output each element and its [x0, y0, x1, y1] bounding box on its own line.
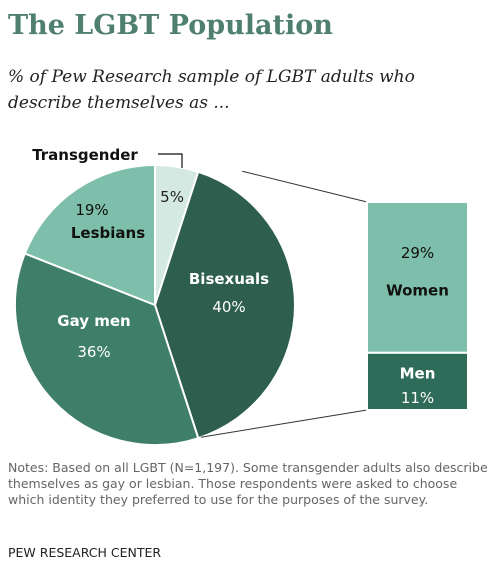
source-credit: PEW RESEARCH CENTER: [8, 545, 162, 560]
chart-title: The LGBT Population: [8, 10, 333, 41]
breakdown-segment-men: [366, 351, 469, 412]
slice-label-bisexuals: Bisexuals: [189, 270, 269, 288]
breakdown-label-women: Women: [386, 281, 449, 299]
chart-subtitle: % of Pew Research sample of LGBT adults …: [8, 67, 415, 113]
connector-line-top: [242, 170, 368, 203]
breakdown-value-women: 29%: [401, 244, 434, 262]
breakdown-value-men: 11%: [401, 389, 434, 407]
breakdown-label-men: Men: [400, 365, 436, 383]
slice-value-lesbians: 19%: [75, 201, 108, 219]
transgender-pointer: [158, 153, 183, 168]
slice-value-bisexuals: 40%: [212, 298, 245, 316]
pie-slice-bisexuals: [153, 170, 296, 440]
chart-notes: Notes: Based on all LGBT (N=1,197). Some…: [8, 460, 488, 507]
connector-line-bottom: [200, 409, 368, 438]
pie-slice-gay-men: [14, 252, 200, 446]
breakdown-segment-women: [366, 201, 469, 354]
slice-label-lesbians: Lesbians: [71, 224, 145, 242]
pie-chart: 5% Transgender Bisexuals 40% Gay men 36% 19% Le…: [14, 146, 469, 446]
pie-slice-lesbians: [23, 163, 156, 307]
slice-label-transgender: Transgender: [32, 146, 138, 164]
slice-value-gay-men: 36%: [77, 343, 110, 361]
slice-label-gay-men: Gay men: [57, 312, 130, 330]
slice-value-transgender: 5%: [160, 188, 184, 206]
